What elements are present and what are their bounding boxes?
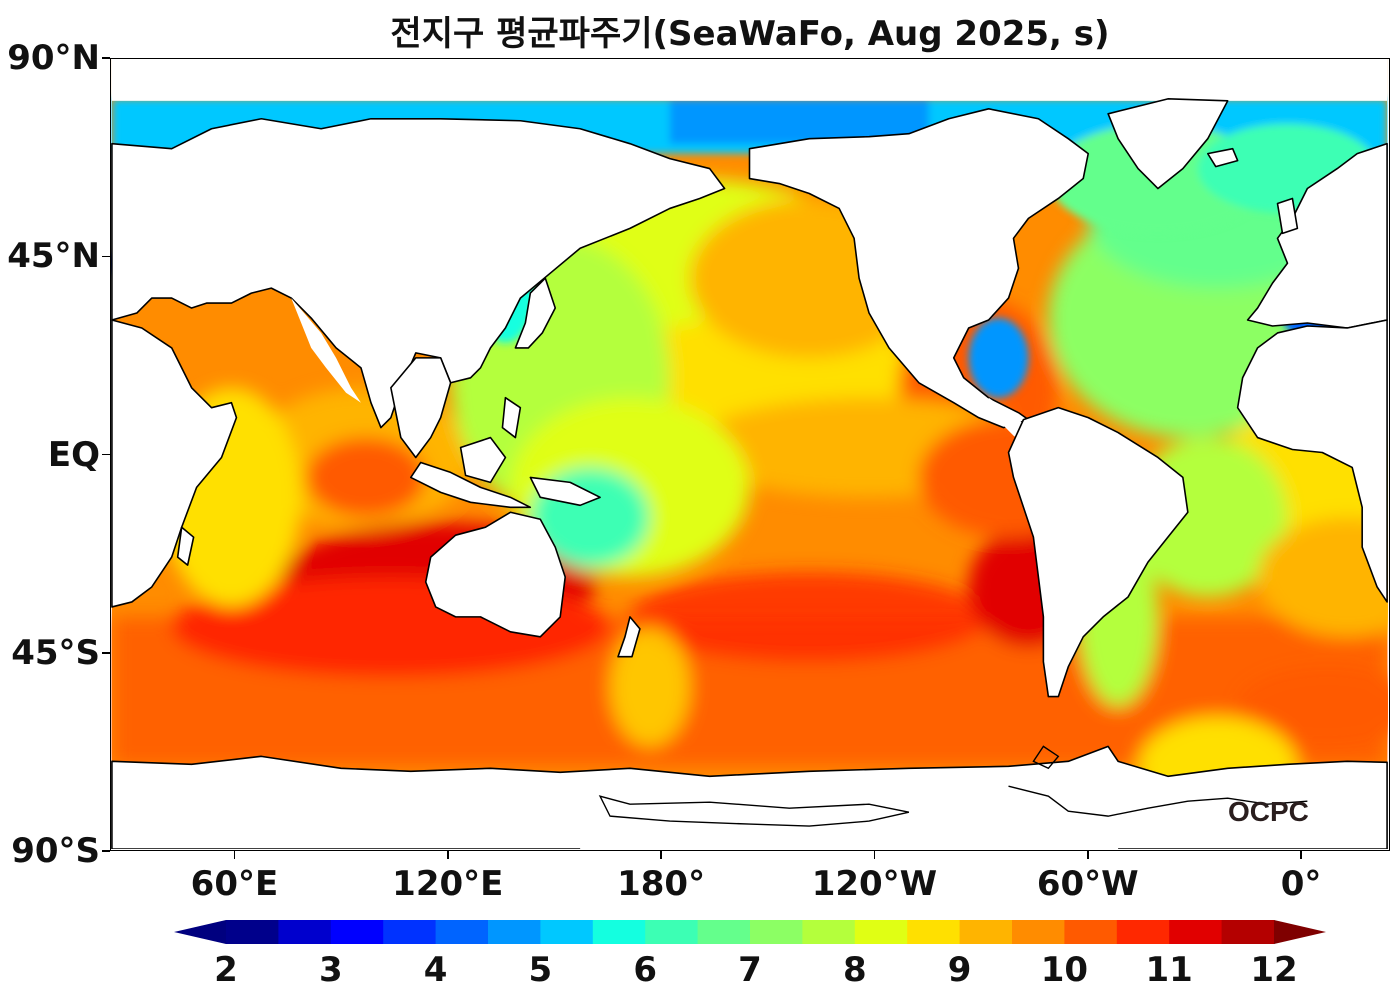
- latitude-tick: [102, 255, 110, 257]
- colorbar-over-triangle: [1274, 920, 1326, 944]
- land-australia: [424, 511, 566, 638]
- latitude-label: EQ: [47, 434, 100, 475]
- colorbar-swatches: [174, 920, 1326, 944]
- colorbar-swatch: [226, 920, 279, 944]
- land-indochina: [390, 357, 452, 459]
- land-greenland: [1107, 98, 1229, 190]
- colorbar-tick-label: 7: [738, 950, 762, 990]
- colorbar-swatch: [592, 920, 646, 944]
- colorbar-swatch: [1064, 920, 1118, 944]
- latitude-tick: [102, 850, 110, 852]
- colorbar-swatch: [1169, 920, 1223, 944]
- longitude-tick: [447, 851, 449, 859]
- latitude-label: 90°S: [11, 831, 100, 871]
- longitude-tick: [1300, 851, 1302, 859]
- wave-period-map: [110, 58, 1390, 851]
- colorbar-under-triangle: [174, 920, 226, 944]
- land-new-zealand: [617, 616, 641, 658]
- ocpc-logo: OCPC: [1228, 796, 1309, 827]
- longitude-label: 120°E: [392, 864, 504, 904]
- land-new-guinea: [529, 476, 601, 507]
- colorbar-swatch: [435, 920, 489, 944]
- colorbar-swatch: [1221, 920, 1275, 944]
- map-canvas: [111, 59, 1388, 849]
- land-africa: [111, 319, 238, 608]
- colorbar: [174, 920, 1326, 944]
- colorbar-tick-label: 12: [1250, 950, 1298, 990]
- colorbar-swatch: [697, 920, 751, 944]
- colorbar-tick-label: 3: [318, 950, 343, 990]
- colorbar-tick-label: 8: [842, 950, 867, 990]
- map-title: 전지구 평균파주기(SeaWaFo, Aug 2025, s): [390, 14, 1110, 54]
- land-masses: [111, 59, 1388, 849]
- land-eurasia: [111, 117, 726, 429]
- longitude-tick: [873, 851, 876, 859]
- land-north-america: [748, 108, 1090, 429]
- latitude-tick: [102, 57, 110, 59]
- colorbar-swatch: [330, 920, 384, 944]
- longitude-tick: [660, 851, 662, 859]
- longitude-label: 60°W: [1036, 864, 1139, 904]
- antarctic-coastlines: [598, 745, 1308, 827]
- longitude-label: 60°E: [190, 864, 279, 904]
- land-iceland: [1206, 147, 1239, 168]
- longitude-label: 120°W: [811, 864, 938, 904]
- latitude-tick: [102, 652, 110, 654]
- colorbar-swatch: [959, 920, 1013, 944]
- longitude-tick: [1087, 851, 1089, 859]
- longitude-label: 180°: [617, 864, 706, 904]
- colorbar-swatch: [1116, 920, 1170, 944]
- colorbar-swatch: [645, 920, 699, 944]
- latitude-tick: [102, 453, 110, 456]
- colorbar-swatch: [907, 920, 961, 944]
- land-india: [291, 298, 361, 403]
- colorbar-swatch: [278, 920, 332, 944]
- longitude-label: 0°: [1280, 864, 1322, 904]
- colorbar-tick-label: 11: [1145, 950, 1193, 990]
- land-sumatra-java: [409, 461, 532, 509]
- latitude-label: 90°N: [7, 38, 100, 78]
- colorbar-swatch: [802, 920, 856, 944]
- land-uk: [1276, 197, 1299, 235]
- latitude-label: 45°N: [7, 236, 100, 277]
- colorbar-tick-label: 9: [947, 950, 972, 990]
- land-africa-right: [1236, 319, 1388, 603]
- colorbar-tick-label: 5: [528, 950, 553, 990]
- colorbar-tick-label: 2: [214, 950, 238, 990]
- land-south-america: [1007, 406, 1189, 698]
- colorbar-swatch: [1012, 920, 1065, 944]
- colorbar-swatch: [540, 920, 594, 944]
- land-philippines: [501, 396, 522, 439]
- land-europe-right: [1246, 142, 1388, 329]
- colorbar-tick-label: 6: [633, 950, 658, 990]
- land-borneo: [459, 436, 507, 484]
- longitude-tick: [233, 851, 236, 859]
- land-japan: [514, 277, 557, 349]
- latitude-label: 45°S: [11, 632, 100, 673]
- colorbar-swatch: [750, 920, 803, 944]
- land-madagascar: [176, 526, 195, 566]
- colorbar-tick-label: 4: [423, 950, 448, 990]
- colorbar-tick-label: 10: [1040, 950, 1089, 990]
- colorbar-swatch: [383, 920, 437, 944]
- colorbar-swatch: [488, 920, 541, 944]
- colorbar-swatch: [854, 920, 908, 944]
